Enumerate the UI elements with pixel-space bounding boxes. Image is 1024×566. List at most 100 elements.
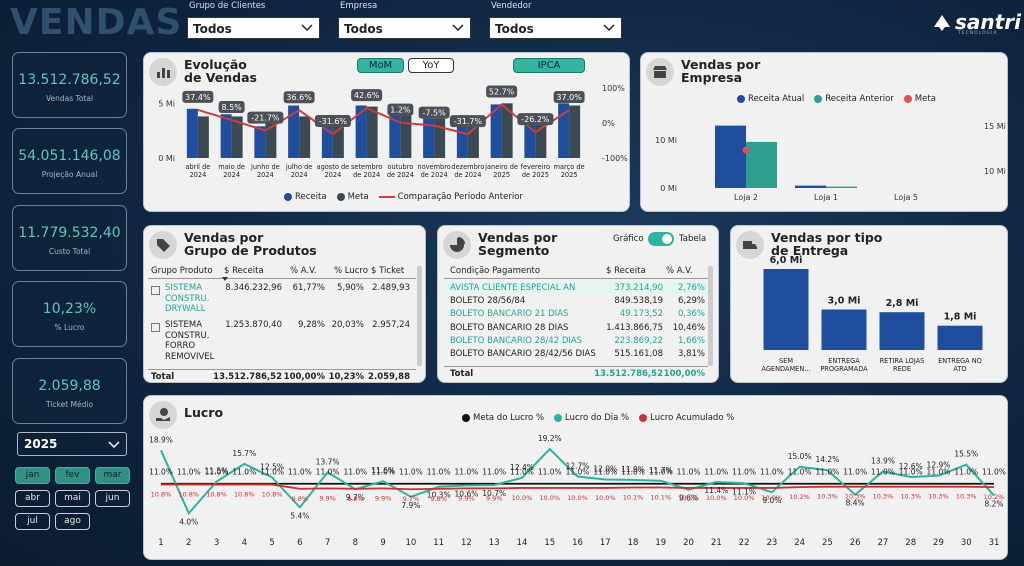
kpi-label: Vendas Total [45,94,94,103]
month-button[interactable]: mai [55,490,90,507]
data-label: 11.0% [566,468,590,477]
month-button[interactable]: mar [95,467,130,484]
table-cell: BOLETO BANCARIO 28/42 DIAS [450,335,583,346]
data-label: 10.0% [762,494,783,502]
toggle-button[interactable]: MoM [357,58,404,73]
data-label: 11.0% [760,468,784,477]
column-header: Condição Pagamento [450,266,541,276]
label-bg [182,90,214,103]
x-tick-label: 19 [655,538,666,548]
chart: Loja 2 Loja 1 Loja 5 0 Mi 10 Mi 15 Mi 10 Mi [655,122,1006,202]
icon [149,58,177,86]
header-rule [444,278,708,279]
x-tick-label: 24 [794,538,805,548]
month-button[interactable]: ago [55,513,90,530]
data-label: 11.0% [621,468,645,477]
table-cell: 3,81% [677,349,705,359]
data-label: 11.1% [732,487,756,496]
x-tick-label: maio de 2024 [218,163,245,179]
data-label: 11.0% [899,468,923,477]
data-label: 10.8% [206,491,227,499]
data-label: 11.0% [205,468,229,477]
x-tick-label: abril de 2024 [185,163,211,179]
table-cell: 849.538,19 [614,296,663,307]
data-label: 11.0% [593,468,617,477]
table-cell: 2,76% [677,283,705,293]
year-slicer[interactable]: 2025 [17,432,127,456]
table-cell: 10,46% [672,322,705,333]
bar [879,312,925,350]
toggle-button[interactable]: IPCA [513,58,585,73]
bar [524,124,536,158]
table-cell: 2.957,24 [372,320,410,330]
kpi-value: 54.051.146,08 [18,148,121,164]
data-label: 11.0% [232,468,256,477]
data-label: 9.6% [679,494,698,503]
evolution-panel: Evolução de Vendas 37.4% 8.5% -21.7% 36.6% -… [143,52,630,212]
icon [149,401,177,429]
data-label: 6,0 Mi [770,255,803,266]
icon-glyph [653,66,667,78]
dropdown[interactable]: Todos [338,17,471,39]
x-tick-label: março de 2025 [553,163,585,179]
data-label: 11.0% [982,468,1006,477]
data-label: 10.0% [678,494,699,502]
data-label: 8.5% [221,103,242,112]
month-button[interactable]: jul [15,513,50,530]
data-label: 8.4% [846,499,865,508]
label-bg [553,91,585,104]
toggle-switch[interactable] [648,232,674,246]
month-button[interactable]: jun [95,490,130,507]
data-label: 11.0% [177,468,201,477]
filter-label: Empresa [340,1,378,11]
x-tick-label: 16 [572,538,583,548]
kpi-card: 11.779.532,40 Custo Total [12,205,127,271]
y-tick-label: 0 Mi [158,154,175,163]
data-label: 10.1% [623,494,644,502]
data-label: 11.0% [288,468,312,477]
x-tick-label: 5 [269,538,274,548]
bar [821,309,867,350]
table-cell: 6,29% [677,296,705,307]
month-button[interactable]: fev [55,467,90,484]
dropdown[interactable]: Todos [187,17,320,39]
data-label: 37.0% [556,93,582,102]
column-header: % Lucro [334,266,368,276]
data-label: 37.4% [185,93,211,102]
data-label: 11.0% [371,468,395,477]
data-label: 11.0% [788,468,812,477]
label-bg [418,106,450,119]
bar [501,103,513,158]
data-label: 10.6% [455,489,479,498]
data-label: 1.2% [390,106,411,115]
label-bg [218,101,245,114]
kpi-value: 10,23% [42,301,97,317]
marker [742,146,750,154]
logo-subtitle: TECNOLOGIA [958,31,998,36]
x-tick-label: agosto de 2024 [316,163,350,179]
x-tick-label: SEM AGENDAMEN... [761,357,811,373]
table-cell: BOLETO BANCARIO 21 DIAS [450,309,569,320]
month-button[interactable]: jan [15,467,50,484]
table-cell: 61,77% [292,283,325,293]
data-label: 11.0% [149,468,173,477]
data-label: 11.0% [871,468,895,477]
kpi-card: 10,23% % Lucro [12,281,127,347]
data-label: 9.8% [347,495,364,503]
y2-tick-label: 10 Mi [984,167,1006,176]
header-rule [148,278,416,279]
data-label: 10.8% [151,491,172,499]
data-label: 4.0% [179,517,198,526]
data-label: 10.3% [873,493,894,501]
x-tick-label: setembro de 2024 [350,163,383,179]
data-label: 11.6% [371,466,395,475]
x-tick-label: 3 [214,538,219,548]
toggle-button[interactable]: YoY [408,58,454,73]
table-cell: BOLETO BANCARIO 28 DIAS [450,322,569,333]
dropdown[interactable]: Todos [489,17,622,39]
data-label: 10.3% [845,493,866,501]
month-button[interactable]: abr [15,490,50,507]
bar [715,125,746,188]
x-tick-label: 22 [739,538,750,548]
legend-item: Receita Atual [737,94,804,104]
